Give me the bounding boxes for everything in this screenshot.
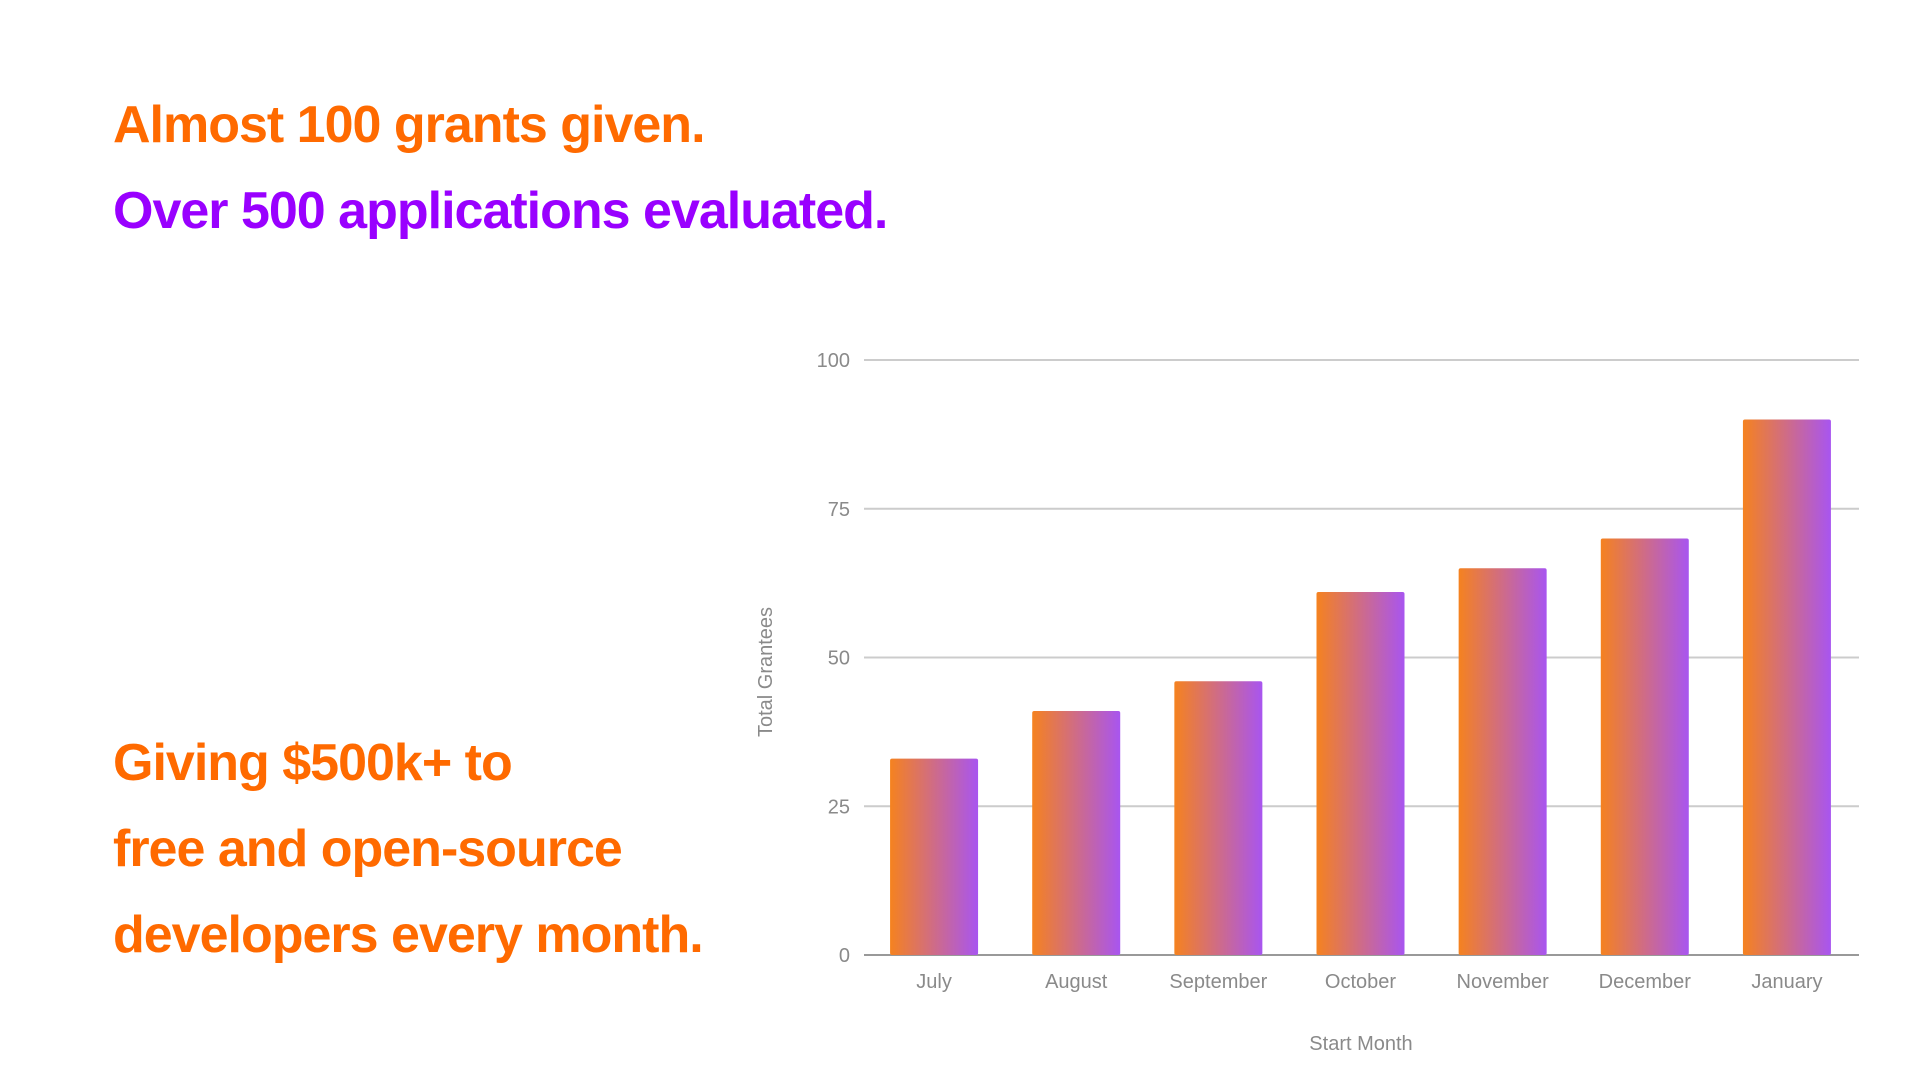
x-tick-label: December: [1599, 971, 1692, 993]
y-tick-label: 50: [828, 648, 850, 670]
bar-january: [1742, 419, 1831, 955]
x-tick-label: January: [1751, 971, 1822, 993]
bar-october: [1316, 592, 1405, 955]
y-tick-label: 75: [828, 499, 850, 521]
bar-december: [1600, 538, 1689, 955]
x-tick-label: August: [1045, 971, 1108, 993]
y-tick-label: 100: [817, 350, 850, 372]
y-axis-label: Total Grantees: [755, 607, 777, 737]
y-tick-label: 0: [839, 945, 850, 967]
x-tick-label: September: [1169, 971, 1267, 993]
headline-giving-3: developers every month.: [113, 906, 704, 964]
x-tick-label: October: [1325, 971, 1396, 993]
bar-september: [1174, 681, 1263, 955]
bar-november: [1458, 568, 1547, 955]
x-tick-label: November: [1457, 971, 1550, 993]
headline-giving-2: free and open-source: [113, 820, 623, 878]
x-tick-label: July: [916, 971, 952, 993]
bar-july: [890, 758, 979, 955]
headline-giving-1: Giving $500k+ to: [113, 734, 513, 792]
headline-grants: Almost 100 grants given.: [113, 96, 706, 154]
x-axis-label: Start Month: [1309, 1033, 1412, 1055]
y-tick-label: 25: [828, 796, 850, 818]
bar-august: [1032, 711, 1121, 955]
headline-applications: Over 500 applications evaluated.: [113, 182, 888, 240]
